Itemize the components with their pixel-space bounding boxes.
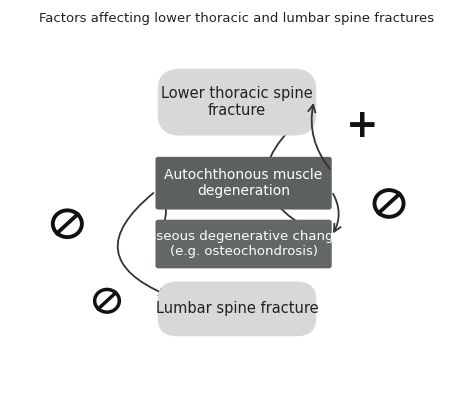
FancyBboxPatch shape: [158, 69, 316, 136]
Text: Osseous degenerative changes
(e.g. osteochondrosis): Osseous degenerative changes (e.g. osteo…: [139, 230, 348, 258]
Circle shape: [95, 289, 119, 312]
Text: Lower thoracic spine
fracture: Lower thoracic spine fracture: [161, 86, 313, 118]
Text: Factors affecting lower thoracic and lumbar spine fractures: Factors affecting lower thoracic and lum…: [39, 12, 435, 25]
FancyBboxPatch shape: [155, 157, 332, 210]
Circle shape: [374, 190, 403, 217]
FancyBboxPatch shape: [155, 220, 332, 268]
Text: Lumbar spine fracture: Lumbar spine fracture: [155, 301, 319, 316]
Text: +: +: [346, 107, 379, 145]
Circle shape: [53, 210, 82, 237]
FancyBboxPatch shape: [158, 282, 316, 336]
Text: Autochthonous muscle
degeneration: Autochthonous muscle degeneration: [164, 168, 323, 198]
